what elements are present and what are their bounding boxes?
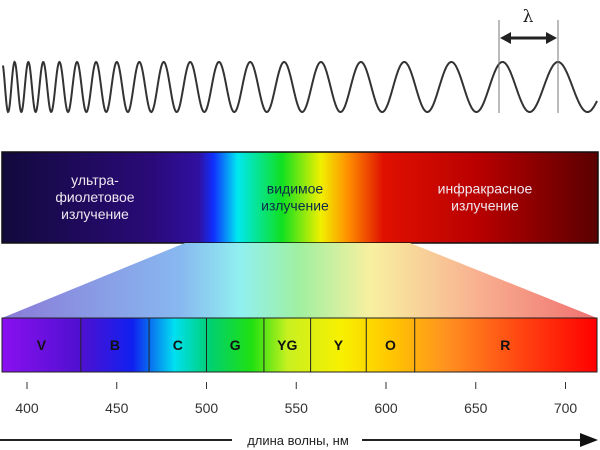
region-label: излучение [451,198,519,214]
electromagnetic-spectrum-band [1,151,599,244]
band-label: O [385,337,396,353]
band-label: V [37,337,47,353]
tick-label: 500 [195,400,219,416]
wavelength-arrow [500,32,557,44]
band-label: B [110,337,120,353]
tick-label: 550 [285,400,309,416]
region-label: ультра- [71,172,119,188]
band-label: G [230,337,241,353]
lambda-symbol: λ [523,7,534,27]
tick-label: 700 [554,400,578,416]
visible-spectrum-band [1,317,598,373]
region-label: фиолетовое [55,189,134,205]
region-label: видимое [267,181,324,197]
band-label: YG [277,337,297,353]
band-label: C [173,337,183,353]
region-label: инфракрасное [438,181,533,197]
region-label: излучение [61,206,129,222]
tick-label: 400 [15,400,39,416]
visible-range-projection [2,243,597,318]
tick-label: 650 [464,400,488,416]
wavelength-axis [0,433,598,447]
band-label: R [500,337,510,353]
axis-label: длина волны, нм [247,433,349,448]
tick-label: 450 [105,400,129,416]
tick-label: 600 [374,400,398,416]
band-label: Y [334,337,344,353]
wave-line [2,60,598,114]
region-label: излучение [261,198,329,214]
